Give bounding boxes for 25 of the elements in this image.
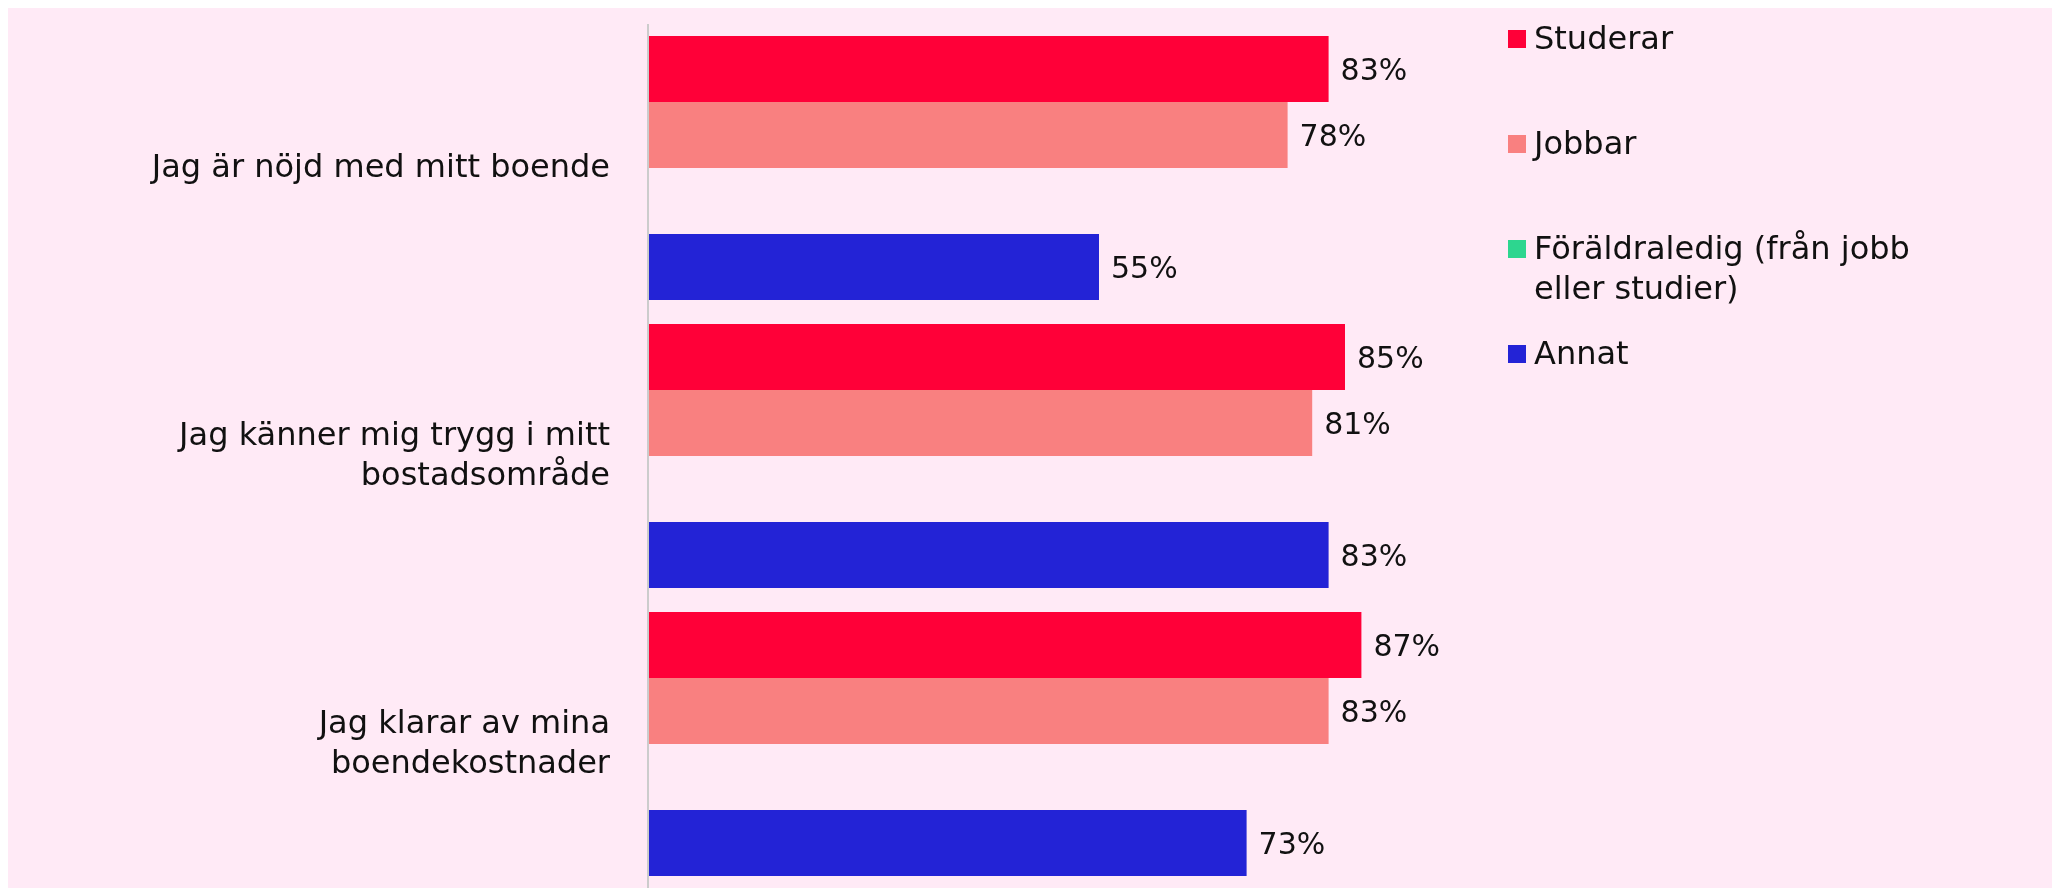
data-label: 85% bbox=[1357, 339, 1424, 375]
bar bbox=[648, 102, 1288, 168]
y-tick-label: Jag klarar av mina boendekostnader bbox=[316, 703, 611, 781]
y-tick-label: Jag är nöjd med mitt boende bbox=[149, 147, 610, 185]
data-label: 73% bbox=[1258, 825, 1326, 861]
data-label: 87% bbox=[1373, 627, 1441, 663]
data-label: 83% bbox=[1340, 537, 1408, 573]
data-label: 81% bbox=[1324, 405, 1391, 441]
bar bbox=[648, 324, 1345, 390]
legend-label: Föräldraledig (från jobb eller studier) bbox=[1534, 228, 1911, 308]
bar bbox=[648, 810, 1247, 876]
data-label: 83% bbox=[1340, 51, 1408, 87]
data-label: 55% bbox=[1111, 249, 1178, 285]
bar bbox=[648, 612, 1362, 678]
legend-label: Studerar bbox=[1534, 18, 1674, 58]
bar bbox=[648, 678, 1329, 744]
bar bbox=[648, 522, 1329, 588]
legend-label: Jobbar bbox=[1534, 123, 1637, 163]
data-label: 78% bbox=[1299, 117, 1367, 153]
bar bbox=[648, 390, 1313, 456]
y-tick-label: Jag känner mig trygg i mitt bostadsområde bbox=[177, 415, 610, 493]
bar bbox=[648, 234, 1099, 300]
bar bbox=[648, 36, 1329, 102]
legend-label: Annat bbox=[1534, 333, 1629, 373]
data-label: 83% bbox=[1340, 693, 1408, 729]
